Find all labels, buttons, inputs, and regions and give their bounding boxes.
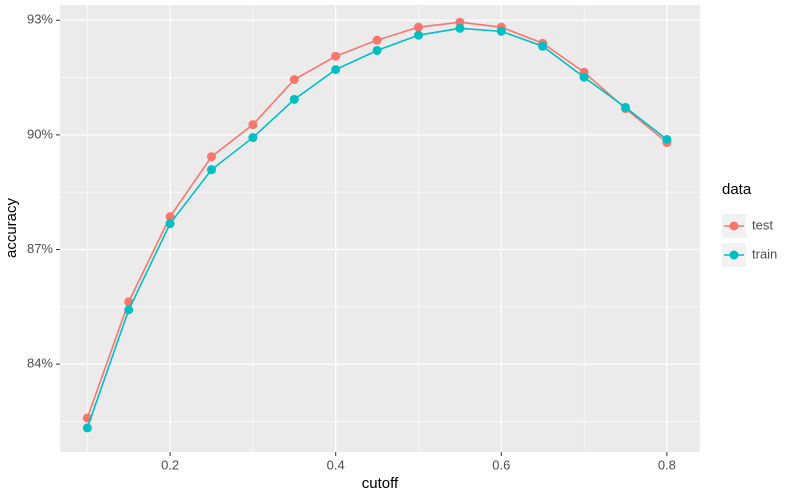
point [207,165,217,175]
point [289,75,299,84]
point [620,102,630,112]
x-tick-label: 0.6 [492,457,510,472]
point [538,41,548,51]
x-tick-label: 0.4 [327,457,345,472]
point [165,212,175,222]
point [248,133,258,143]
point [662,134,672,144]
point [413,30,423,40]
point [496,26,506,36]
y-tick-label: 90% [27,126,53,141]
y-tick-label: 93% [27,12,53,27]
x-axis-title: cutoff [362,475,399,492]
point [82,423,92,433]
point [455,23,465,33]
point [372,35,382,45]
legend-swatch [729,250,739,260]
legend-label: test [752,217,773,232]
point [248,120,258,130]
point [331,51,341,61]
point [372,45,382,55]
legend-title: data [722,181,752,198]
point [124,305,134,315]
y-tick-label: 87% [27,241,53,256]
panel [60,5,700,452]
point [165,219,175,229]
y-tick-label: 84% [27,356,53,371]
legend-label: train [752,246,777,261]
point [289,94,299,104]
point [331,65,341,75]
x-tick-label: 0.8 [658,457,676,472]
legend-swatch [729,221,739,231]
point [579,72,589,82]
point [413,22,423,32]
point [207,152,217,162]
x-tick-label: 0.2 [161,457,179,472]
y-axis-title: accuracy [3,197,20,258]
